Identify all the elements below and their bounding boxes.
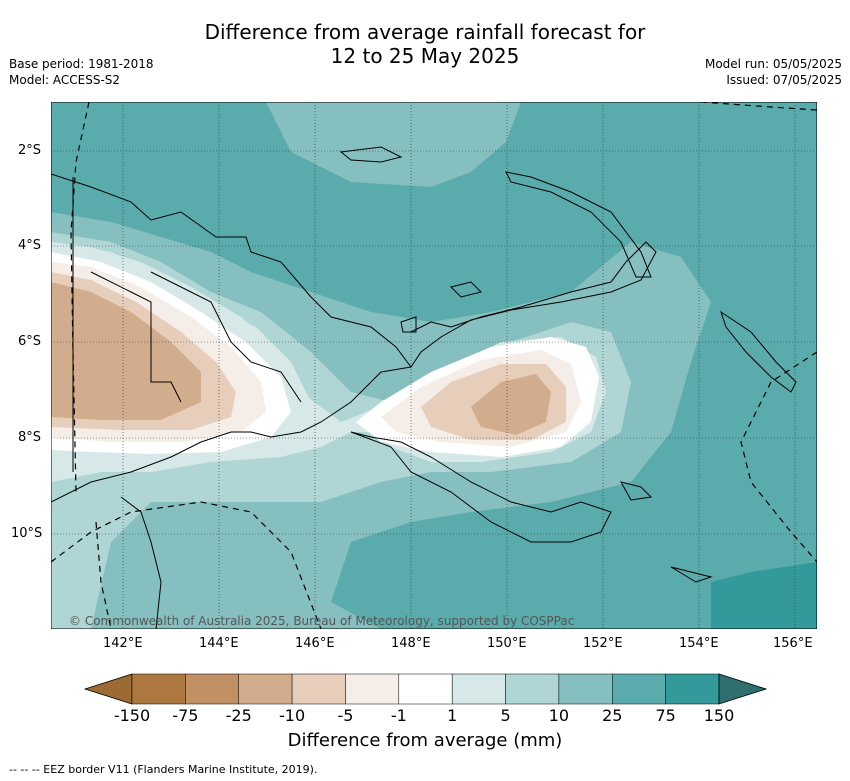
rainfall-anomaly-map: © Commonwealth of Australia 2025, Bureau… xyxy=(51,102,817,629)
colorbar-tick-label: 75 xyxy=(655,706,676,725)
colorbar-tick-label: 10 xyxy=(548,706,570,725)
base-period: Base period: 1981-2018 xyxy=(9,57,154,71)
lon-tick: 148°E xyxy=(391,636,431,651)
eez-legend: -- -- -- EEZ border V11 (Flanders Marine… xyxy=(9,763,318,776)
colorbar xyxy=(83,673,768,705)
colorbar-segment xyxy=(612,673,666,705)
colorbar-extend-high xyxy=(718,673,768,705)
colorbar-tick-label: -10 xyxy=(279,706,306,725)
colorbar-tick-label: -5 xyxy=(337,706,354,725)
colorbar-tick-label: 150 xyxy=(703,706,735,725)
colorbar-segment xyxy=(131,673,186,705)
colorbar-tick-label: -25 xyxy=(225,706,252,725)
lon-tick: 150°E xyxy=(487,636,527,651)
colorbar-segment xyxy=(505,673,560,705)
model-name: Model: ACCESS-S2 xyxy=(9,73,121,87)
colorbar-segment xyxy=(345,673,400,705)
lon-tick: 146°E xyxy=(295,636,335,651)
coastline xyxy=(51,146,797,629)
lon-tick: 144°E xyxy=(199,636,239,651)
lat-tick: 6°S xyxy=(18,334,42,349)
colorbar-segment xyxy=(558,673,613,705)
map-title-line-2: 12 to 25 May 2025 xyxy=(330,44,520,68)
map-canvas xyxy=(51,102,817,629)
colorbar-tick-label: -1 xyxy=(390,706,407,725)
colorbar-title: Difference from average (mm) xyxy=(287,730,563,751)
lat-tick: 8°S xyxy=(18,430,42,445)
colorbar-segment xyxy=(398,673,453,705)
lat-tick: 2°S xyxy=(18,143,42,158)
copyright-text: © Commonwealth of Australia 2025, Bureau… xyxy=(69,614,575,628)
colorbar-segment xyxy=(291,673,346,705)
lat-tick: 10°S xyxy=(11,526,43,541)
lon-tick: 152°E xyxy=(583,636,623,651)
issued-date: Issued: 07/05/2025 xyxy=(726,73,842,87)
lon-tick: 142°E xyxy=(103,636,143,651)
lat-tick: 4°S xyxy=(18,238,42,253)
eez-border xyxy=(51,102,817,629)
colorbar-tick-label: 25 xyxy=(602,706,623,725)
colorbar-segment xyxy=(238,673,293,705)
lon-tick: 156°E xyxy=(773,636,813,651)
colorbar-segment xyxy=(451,673,506,705)
colorbar-extend-low xyxy=(83,673,133,705)
colorbar-segment xyxy=(185,673,239,705)
colorbar-segment xyxy=(665,673,720,705)
lon-tick: 154°E xyxy=(679,636,719,651)
colorbar-tick-label: 5 xyxy=(500,706,511,725)
model-run-date: Model run: 05/05/2025 xyxy=(704,57,842,71)
colorbar-tick-label: -150 xyxy=(113,706,151,725)
map-title-line-1: Difference from average rainfall forecas… xyxy=(204,20,646,44)
colorbar-tick-label: -75 xyxy=(172,706,199,725)
colorbar-tick-label: 1 xyxy=(447,706,458,725)
